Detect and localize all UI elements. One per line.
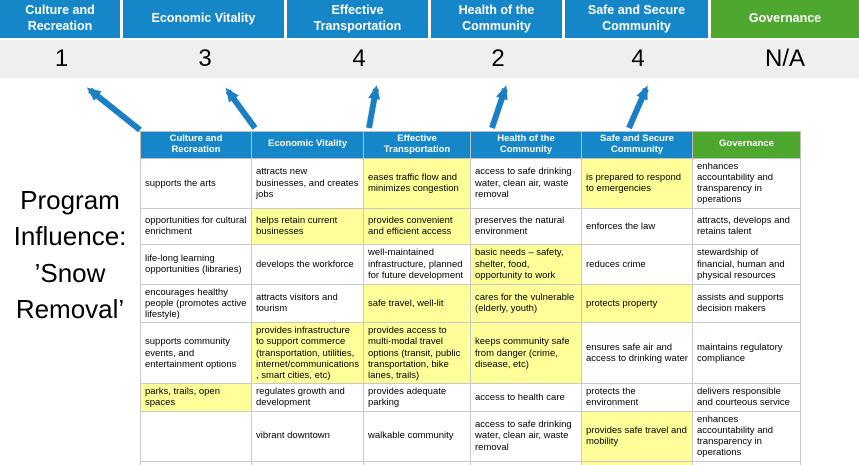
matrix-cell: parks, trails, open spaces	[140, 383, 252, 412]
matrix-cell: ensures safe air and access to drinking …	[581, 322, 693, 385]
matrix-cell: cares for the vulnerable (elderly, youth…	[470, 283, 582, 324]
matrix-cell: looks after it's most vulnerable	[581, 460, 693, 465]
influence-matrix: Culture and Recreation Economic Vitality E…	[140, 131, 801, 465]
scoreboard-header-economic-vitality: Economic Vitality	[123, 0, 287, 38]
matrix-cell: stewardship of financial, human and phys…	[692, 243, 801, 285]
matrix-cell: well-maintained infrastructure, planned …	[363, 243, 471, 285]
matrix-cell: preserves the natural environment	[470, 207, 582, 245]
matrix-row: supports community events, and entertain…	[140, 322, 801, 385]
matrix-row: looks after it's most vulnerable	[140, 460, 801, 465]
scoreboard-header-safe-and-secure-community: Safe and Secure Community	[565, 0, 711, 38]
matrix-cell: basic needs – safety, shelter, food, opp…	[470, 243, 582, 285]
matrix-cell: assists and supports decision makers	[692, 283, 801, 324]
matrix-header-culture-and-recreation: Culture and Recreation	[140, 131, 252, 159]
matrix-cell: reduces crime	[581, 243, 693, 285]
program-influence-label: Program Influence: ’Snow Removal’	[13, 185, 127, 325]
score-value-safe-and-secure-community: 4	[631, 45, 645, 72]
matrix-cell: enforces the law	[581, 207, 693, 245]
arrow-health-icon	[489, 85, 508, 129]
scoreboard-header-health-of-the-community: Health of the Community	[431, 0, 565, 38]
matrix-cell	[251, 460, 364, 465]
matrix-cell: walkable community	[363, 410, 471, 462]
score-value-effective-transportation: 4	[352, 45, 366, 72]
matrix-cell: provides safe travel and mobility	[581, 410, 693, 462]
matrix-cell: enhances accountability and transparency…	[692, 410, 801, 462]
matrix-cell: attracts visitors and tourism	[251, 283, 364, 324]
score-value-culture-and-recreation: 1	[54, 45, 69, 72]
matrix-cell: delivers responsible and courteous servi…	[692, 383, 801, 412]
matrix-cell: is prepared to respond to emergencies	[581, 157, 693, 209]
arrow-safe-icon	[626, 85, 649, 130]
matrix-cell: keeps community safe from danger (crime,…	[470, 322, 582, 385]
matrix-cell: encourages healthy people (promotes acti…	[140, 283, 252, 324]
matrix-cell: vibrant downtown	[251, 410, 364, 462]
matrix-cell: provides convenient and efficient access	[363, 207, 471, 245]
matrix-cell: provides infrastructure to support comme…	[251, 322, 364, 385]
matrix-header-governance: Governance	[692, 131, 801, 159]
matrix-header-effective-transportation: Effective Transportation	[363, 131, 471, 159]
matrix-cell: access to safe drinking water, clean air…	[470, 157, 582, 209]
matrix-header-safe-and-secure-community: Safe and Secure Community	[581, 131, 693, 159]
matrix-cell: protects property	[581, 283, 693, 324]
matrix-header-economic-vitality: Economic Vitality	[251, 131, 364, 159]
scoreboard-header-culture-and-recreation: Culture and Recreation	[0, 0, 123, 38]
matrix-cell: supports the arts	[140, 157, 252, 209]
scoreboard-header-effective-transportation: Effective Transportation	[287, 0, 431, 38]
matrix-cell: eases traffic flow and minimizes congest…	[363, 157, 471, 209]
matrix-cell: protects the environment	[581, 383, 693, 412]
scoreboard-header-row: Culture and Recreation Economic Vitality E…	[0, 0, 859, 38]
arrow-economic-icon	[225, 87, 258, 130]
matrix-header-health-of-the-community: Health of the Community	[470, 131, 582, 159]
matrix-cell: supports community events, and entertain…	[140, 322, 252, 385]
matrix-cell: life-long learning opportunities (librar…	[140, 243, 252, 285]
matrix-row: encourages healthy people (promotes acti…	[140, 283, 801, 324]
matrix-cell: access to safe drinking water, clean air…	[470, 410, 582, 462]
matrix-cell: safe travel, well-lit	[363, 283, 471, 324]
matrix-cell: provides access to multi-modal travel op…	[363, 322, 471, 385]
matrix-row: supports the arts attracts new businesses…	[140, 157, 801, 209]
arrow-culture-icon	[86, 87, 142, 133]
matrix-cell: enhances accountability and transparency…	[692, 157, 801, 209]
score-value-health-of-the-community: 2	[491, 45, 505, 72]
matrix-row: vibrant downtown walkable community access…	[140, 410, 801, 462]
matrix-cell: regulates growth and development	[251, 383, 364, 412]
matrix-cell: attracts new businesses, and creates job…	[251, 157, 364, 209]
matrix-cell: access to health care	[470, 383, 582, 412]
matrix-cell: provides adequate parking	[363, 383, 471, 412]
matrix-cell: develops the workforce	[251, 243, 364, 285]
matrix-cell	[692, 460, 801, 465]
matrix-cell	[140, 460, 252, 465]
matrix-cell	[470, 460, 582, 465]
score-value-governance: N/A	[764, 45, 805, 72]
matrix-cell: attracts, develops and retains talent	[692, 207, 801, 245]
matrix-cell: helps retain current businesses	[251, 207, 364, 245]
arrow-transportation-icon	[366, 85, 381, 129]
matrix-row: life-long learning opportunities (librar…	[140, 243, 801, 285]
matrix-cell	[363, 460, 471, 465]
scoreboard-score-row: 1 3 4 2 4 N/A	[0, 40, 859, 78]
matrix-row: parks, trails, open spaces regulates grow…	[140, 383, 801, 412]
score-value-economic-vitality: 3	[198, 45, 212, 72]
matrix-cell	[140, 410, 252, 462]
matrix-cell: maintains regulatory compliance	[692, 322, 801, 385]
matrix-cell: opportunities for cultural enrichment	[140, 207, 252, 245]
influence-arrows	[86, 85, 649, 133]
scoreboard-header-governance: Governance	[711, 0, 859, 38]
matrix-row: opportunities for cultural enrichment hel…	[140, 207, 801, 245]
